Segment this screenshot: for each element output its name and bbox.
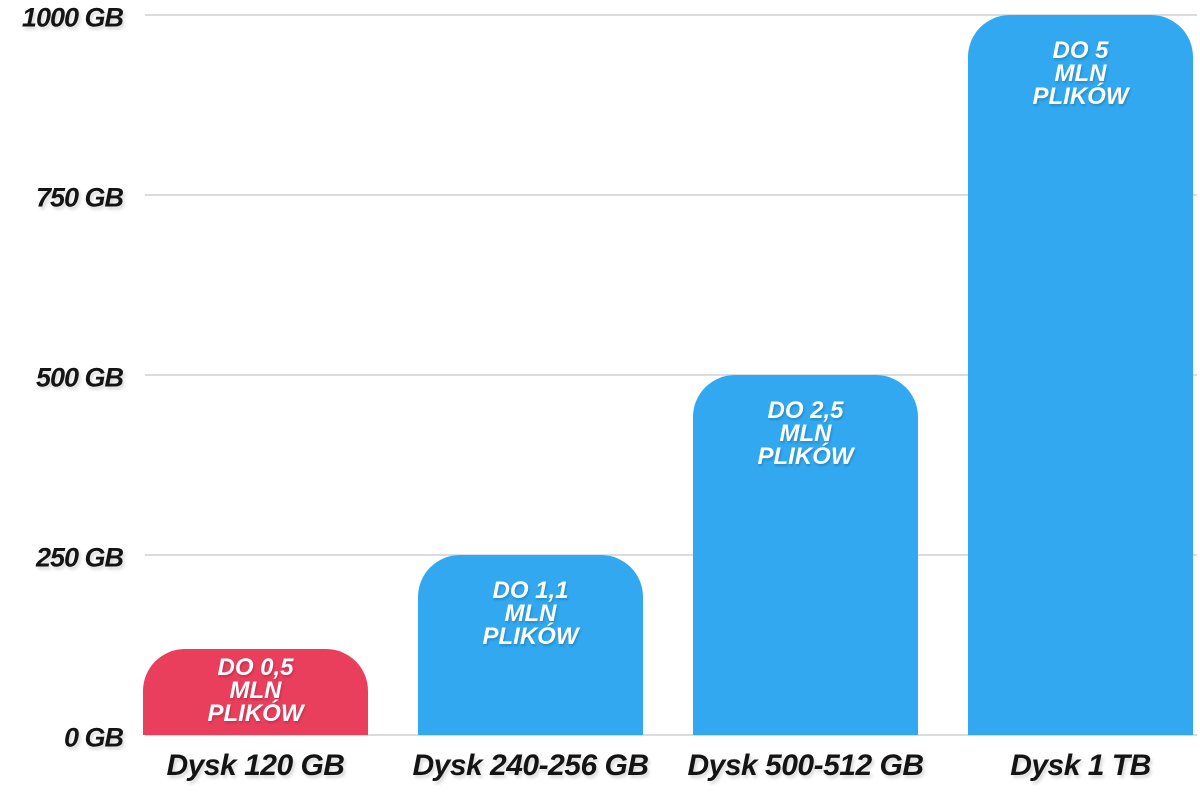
bar-dysk-1tb: DO 5 MLN PLIKÓW [968,15,1193,735]
bar-files-label: DO 2,5 MLN PLIKÓW [757,397,854,470]
y-axis-tick-label: 0 GB [63,722,124,753]
gridline-500gb [145,374,1197,376]
y-axis-tick-label: 1000 GB [21,2,124,33]
bar-dysk-120gb: DO 0,5 MLN PLIKÓW [143,648,368,735]
y-axis-tick-label: 750 GB [35,182,124,213]
gridline-1000gb [145,14,1197,16]
y-axis-tick-label: 250 GB [35,542,124,573]
bar-dysk-240-256gb: DO 1,1 MLN PLIKÓW [418,555,643,735]
gridline-0gb-baseline [145,734,1197,736]
y-axis-tick-label: 500 GB [35,362,124,393]
x-axis-category-label: Dysk 120 GB [166,749,345,782]
x-axis-category-label: Dysk 500-512 GB [687,749,925,782]
gridline-250gb [145,554,1197,556]
bar-files-label: DO 1,1 MLN PLIKÓW [482,577,579,650]
x-axis-category-label: Dysk 1 TB [1010,749,1151,782]
x-axis-category-label: Dysk 240-256 GB [412,749,650,782]
bar-files-label: DO 0,5 MLN PLIKÓW [207,653,304,727]
bar-files-label: DO 5 MLN PLIKÓW [1032,37,1129,110]
bar-dysk-500-512gb: DO 2,5 MLN PLIKÓW [693,375,918,735]
gridline-750gb [145,194,1197,196]
